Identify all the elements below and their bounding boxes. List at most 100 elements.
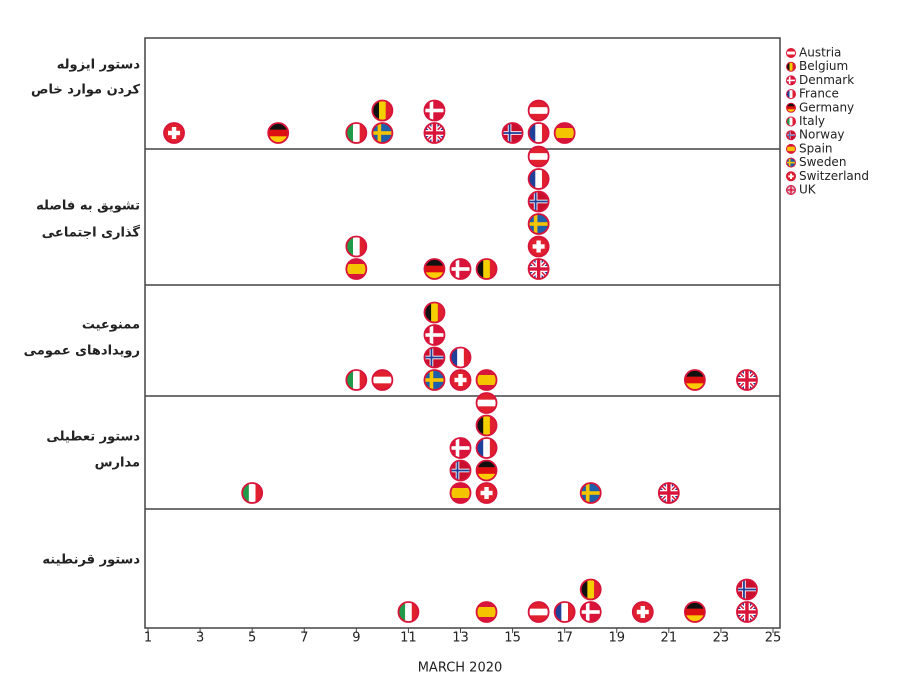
flag-part xyxy=(489,259,497,279)
flag-fill xyxy=(476,393,497,413)
flag-fill xyxy=(398,602,419,622)
flag-part xyxy=(580,579,588,600)
flag-part xyxy=(346,123,354,143)
flag-part xyxy=(476,399,497,407)
flag-part xyxy=(480,490,493,496)
flag-fill xyxy=(476,259,497,279)
flag-dot xyxy=(371,122,394,144)
flag-ring xyxy=(423,324,446,346)
flag-fill xyxy=(786,144,796,154)
flag-ring xyxy=(449,459,472,482)
flag-ring xyxy=(475,437,498,459)
flag-ring xyxy=(371,369,394,391)
flag-dot xyxy=(475,437,498,459)
flag-fill xyxy=(372,123,393,143)
flag-part xyxy=(788,175,794,178)
flag-dot xyxy=(527,190,550,213)
x-tick-label: 25 xyxy=(765,631,782,646)
flag-part xyxy=(476,467,497,475)
flag-part xyxy=(450,446,471,450)
flag-part xyxy=(789,62,793,72)
flag-part xyxy=(786,151,796,154)
flag-ring xyxy=(683,601,706,623)
flag-fill xyxy=(476,438,497,458)
flag-part xyxy=(789,89,793,99)
flag-fill xyxy=(450,370,471,390)
flag-part xyxy=(424,265,445,273)
flag-part xyxy=(786,109,796,113)
flag-part xyxy=(346,269,367,275)
flag-part xyxy=(792,62,796,72)
flag-ring xyxy=(786,171,796,182)
flag-dot xyxy=(449,346,472,369)
flag-part xyxy=(372,100,380,121)
flag-dot xyxy=(579,482,602,504)
flag-ring xyxy=(579,578,602,601)
flag-part xyxy=(248,483,256,503)
flag-part xyxy=(786,62,790,72)
flag-part xyxy=(450,347,458,368)
flag-ring xyxy=(345,235,368,258)
flag-fill xyxy=(580,602,601,622)
flag-part xyxy=(424,259,445,266)
flag-part xyxy=(580,610,601,614)
category-label: دستور تعطیلی xyxy=(46,430,140,445)
x-tick-label: 15 xyxy=(504,631,521,646)
legend-label: Germany xyxy=(799,100,854,114)
flag-dot xyxy=(475,414,498,437)
category-label: مدارس xyxy=(95,456,140,471)
flag-part xyxy=(786,189,796,191)
flag-part xyxy=(554,123,575,129)
flag-fill xyxy=(684,602,705,622)
flag-ring xyxy=(345,369,368,391)
flag-fill xyxy=(786,89,796,99)
flag-dot xyxy=(241,482,264,504)
flag-fill xyxy=(424,370,445,390)
flag-dot xyxy=(449,459,472,482)
flag-dot xyxy=(553,601,576,623)
flag-part xyxy=(424,356,445,359)
flag-part xyxy=(587,579,595,600)
flag-dot xyxy=(527,601,550,623)
flag-ring xyxy=(736,601,758,623)
flag-fill xyxy=(346,236,367,257)
flag-fill xyxy=(632,602,653,622)
flag-dot xyxy=(345,122,368,144)
legend-item: Austria xyxy=(786,46,841,60)
flag-part xyxy=(528,615,549,622)
flag-dot xyxy=(475,369,498,391)
flag-fill xyxy=(528,123,549,143)
flag-part xyxy=(398,602,406,622)
flag-fill xyxy=(424,259,445,279)
flag-part xyxy=(476,385,497,390)
flag-part xyxy=(268,123,289,130)
flag-part xyxy=(476,415,484,436)
flag-part xyxy=(476,617,497,622)
flag-dot xyxy=(553,122,576,144)
flag-dot xyxy=(449,437,472,459)
legend-label: Spain xyxy=(799,141,833,155)
flag-dot xyxy=(423,324,446,346)
flag-part xyxy=(561,602,569,622)
flag-part xyxy=(450,488,471,494)
flag-dot xyxy=(423,346,446,369)
flag-dot xyxy=(397,601,420,623)
flag-part xyxy=(658,491,679,495)
flag-part xyxy=(483,415,491,436)
flag-dot xyxy=(475,482,498,504)
flag-part xyxy=(385,100,393,121)
legend-item: UK xyxy=(786,183,817,197)
flag-part xyxy=(489,438,497,458)
flag-fill xyxy=(268,123,289,143)
flag-part xyxy=(786,79,796,82)
flag-part xyxy=(476,473,497,481)
flag-part xyxy=(359,370,367,390)
flag-ring xyxy=(527,213,550,235)
legend-label: Austria xyxy=(799,46,841,60)
x-tick-label: 19 xyxy=(608,631,625,646)
x-axis-label: MARCH 2020 xyxy=(418,661,503,676)
flag-ring xyxy=(423,346,446,369)
flag-dot xyxy=(423,122,446,144)
flag-dot xyxy=(631,601,654,623)
flag-part xyxy=(424,272,445,279)
